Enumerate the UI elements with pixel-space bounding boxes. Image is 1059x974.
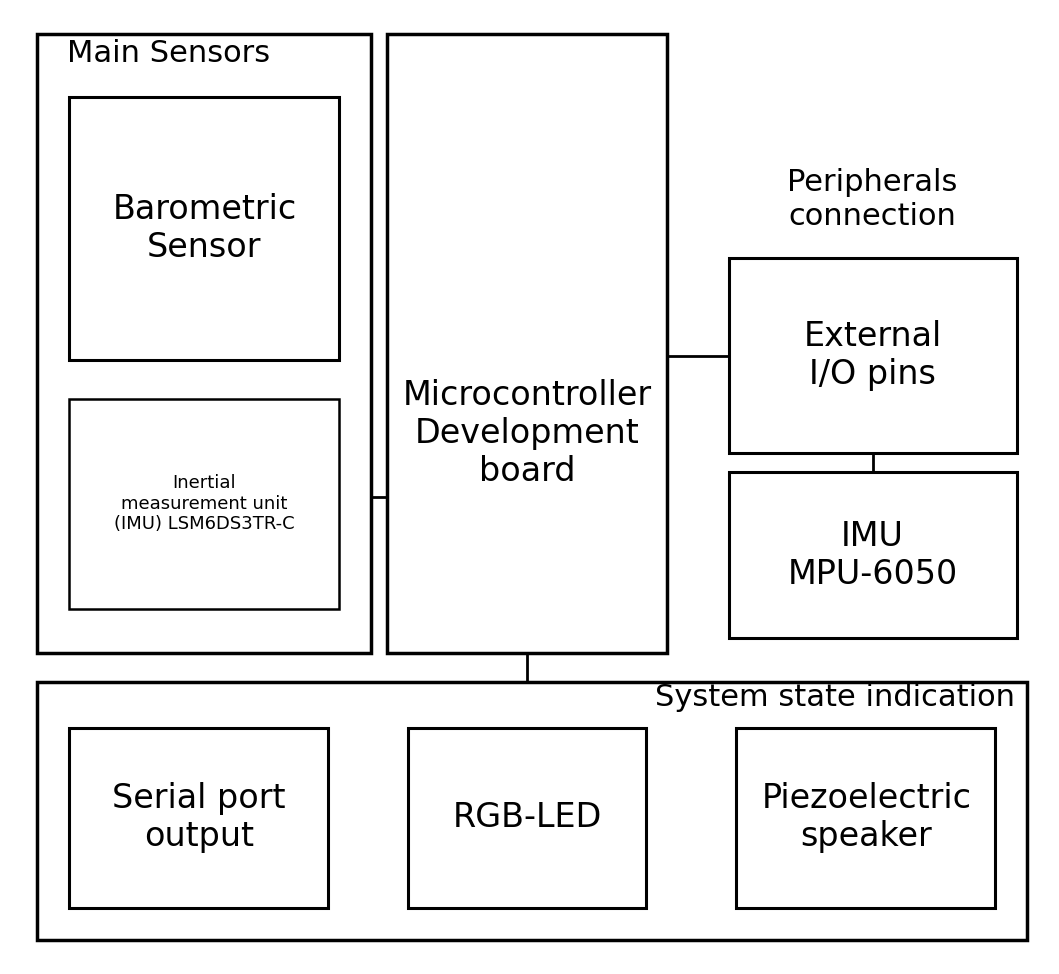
- FancyBboxPatch shape: [37, 34, 371, 653]
- Text: Microcontroller
Development
board: Microcontroller Development board: [402, 379, 652, 488]
- FancyBboxPatch shape: [729, 472, 1017, 638]
- Text: IMU
MPU-6050: IMU MPU-6050: [788, 519, 957, 591]
- FancyBboxPatch shape: [736, 728, 995, 908]
- FancyBboxPatch shape: [37, 682, 1027, 940]
- Text: Inertial
measurement unit
(IMU) LSM6DS3TR-C: Inertial measurement unit (IMU) LSM6DS3T…: [114, 473, 294, 534]
- FancyBboxPatch shape: [69, 399, 339, 609]
- FancyBboxPatch shape: [387, 34, 667, 653]
- Text: Main Sensors: Main Sensors: [67, 39, 270, 68]
- Text: Barometric
Sensor: Barometric Sensor: [112, 193, 297, 265]
- Text: Peripherals
connection: Peripherals connection: [788, 169, 957, 231]
- FancyBboxPatch shape: [729, 258, 1017, 453]
- FancyBboxPatch shape: [69, 97, 339, 360]
- Text: Piezoelectric
speaker: Piezoelectric speaker: [761, 781, 971, 853]
- Text: Serial port
output: Serial port output: [112, 781, 286, 853]
- Text: System state indication: System state indication: [654, 683, 1015, 712]
- FancyBboxPatch shape: [408, 728, 646, 908]
- Text: RGB-LED: RGB-LED: [452, 801, 603, 834]
- FancyBboxPatch shape: [69, 728, 328, 908]
- Text: External
I/O pins: External I/O pins: [804, 319, 941, 392]
